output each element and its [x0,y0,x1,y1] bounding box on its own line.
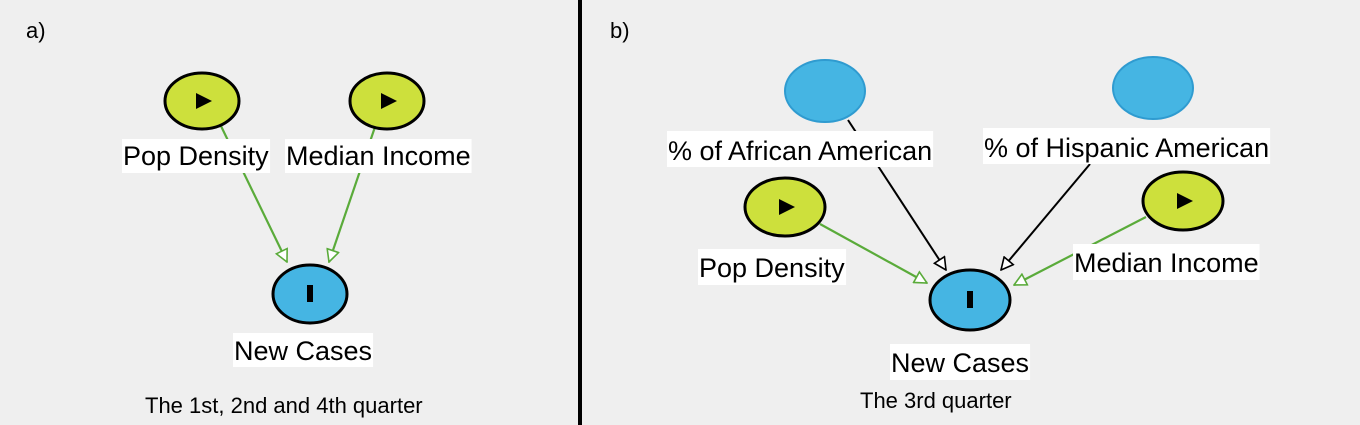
play-icon [1177,193,1193,209]
node-b-african-american: % of African American [667,59,934,167]
panel-b-letter: b) [610,18,630,43]
node-a-new-cases-label: New Cases [234,336,372,366]
node-b-hispanic-american-label: % of Hispanic American [984,133,1269,163]
play-icon [381,93,397,109]
panel-b: b) % of African American % of Hispanic A… [610,18,1271,413]
node-a-new-cases: New Cases [233,263,374,367]
node-b-pop-density: Pop Density [698,176,847,285]
node-b-new-cases-label: New Cases [891,348,1029,378]
node-b-median-income: Median Income [1073,170,1260,280]
node-a-pop-density-label: Pop Density [123,141,269,171]
play-icon [779,199,795,215]
node-b-hispanic-american: % of Hispanic American [983,56,1271,164]
node-a-median-income: Median Income [285,71,472,173]
edge-b-hispanic-american-to-new-cases [1001,163,1091,270]
node-b-median-income-label: Median Income [1074,248,1259,278]
edge-b-pop-density-to-new-cases [819,223,927,284]
bar-icon [307,285,313,302]
bar-icon [967,291,973,308]
node-b-new-cases: New Cases [890,268,1031,380]
node-b-pop-density-label: Pop Density [699,253,845,283]
node-a-pop-density: Pop Density [122,71,271,173]
node-b-african-american-label: % of African American [668,136,932,166]
panel-a: a) Pop Density Median Income New Cases T… [26,18,472,418]
panel-a-caption: The 1st, 2nd and 4th quarter [145,393,423,418]
panel-a-letter: a) [26,18,46,43]
panel-b-caption: The 3rd quarter [860,388,1012,413]
node-a-median-income-label: Median Income [286,141,471,171]
play-icon [196,93,212,109]
